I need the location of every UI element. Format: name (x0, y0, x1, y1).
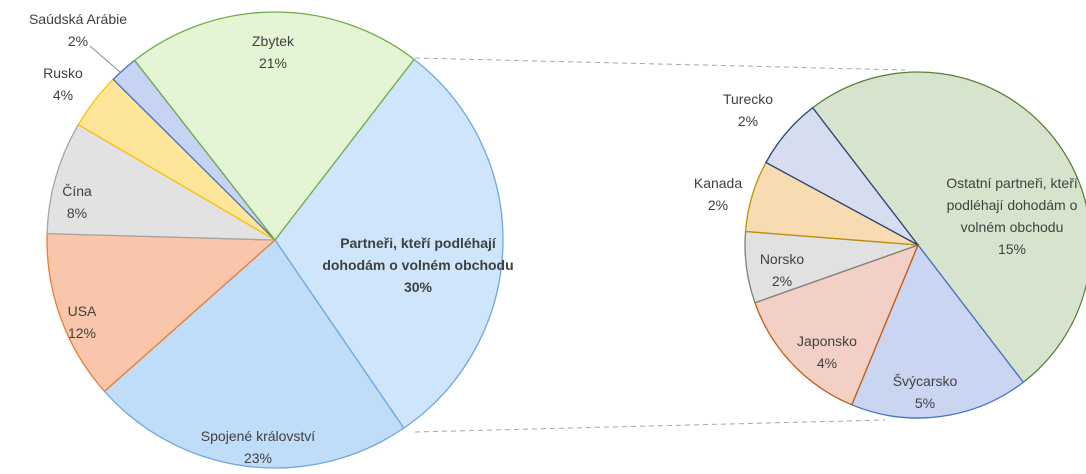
value-label: 21% (258, 55, 288, 71)
category-label: USA (67, 303, 97, 319)
category-label: Spojené království (200, 428, 316, 444)
pie-slice (274, 58, 504, 430)
value-label: 8% (66, 205, 88, 221)
category-label: Kanada (693, 175, 743, 191)
slice-label: Kanada 2% (694, 172, 742, 216)
pie-slice (765, 106, 919, 246)
category-label: Turecko (722, 91, 774, 107)
connector-line (414, 419, 886, 433)
pie-slice (850, 243, 1025, 419)
slice-label: Turecko 2% (723, 88, 773, 132)
category-label: Japonsko (797, 333, 857, 349)
value-label: 2% (737, 113, 759, 129)
category-label: Saúdská Arábie (28, 11, 128, 27)
value-label: 2% (771, 273, 793, 289)
slice-label: Čína 8% (62, 180, 92, 224)
category-label: Zbytek (251, 33, 295, 49)
pie-slice (133, 11, 416, 242)
leader-line (89, 45, 121, 73)
pie-slice (811, 71, 1086, 384)
pie-slice (754, 243, 920, 406)
slice-label: USA 12% (68, 300, 97, 344)
slice-label: Saúdská Arábie 2% (29, 8, 127, 52)
category-label: Čína (62, 183, 92, 199)
category-label: Rusko (43, 65, 83, 81)
value-label: 2% (707, 197, 729, 213)
value-label: 15% (997, 241, 1027, 257)
slice-label: Švýcarsko 5% (893, 370, 958, 414)
value-label: 2% (67, 33, 89, 49)
value-label: 5% (914, 395, 936, 411)
category-label: Ostatní partneři, kteří podléhají dohodá… (946, 175, 1078, 235)
slice-label: Norsko 2% (760, 248, 804, 292)
slice-label: Japonsko 4% (797, 330, 857, 374)
slice-label: Spojené království 23% (201, 425, 315, 469)
slice-label: Partneři, kteří podléhají dohodám o voln… (313, 232, 523, 298)
slice-label: Rusko 4% (43, 62, 83, 106)
category-label: Norsko (759, 251, 805, 267)
pie-slice (103, 239, 405, 469)
value-label: 4% (52, 87, 74, 103)
value-label: 30% (403, 279, 433, 295)
connector-line (414, 57, 906, 71)
category-label: Partneři, kteří podléhají dohodám o voln… (322, 235, 514, 273)
value-label: 4% (816, 355, 838, 371)
slice-label: Ostatní partneři, kteří podléhají dohodá… (932, 172, 1086, 260)
slice-label: Zbytek 21% (252, 30, 294, 74)
value-label: 12% (67, 325, 97, 341)
pie-slice (46, 232, 277, 393)
category-label: Švýcarsko (892, 373, 958, 389)
pie-slice (46, 123, 276, 241)
value-label: 23% (243, 450, 273, 466)
